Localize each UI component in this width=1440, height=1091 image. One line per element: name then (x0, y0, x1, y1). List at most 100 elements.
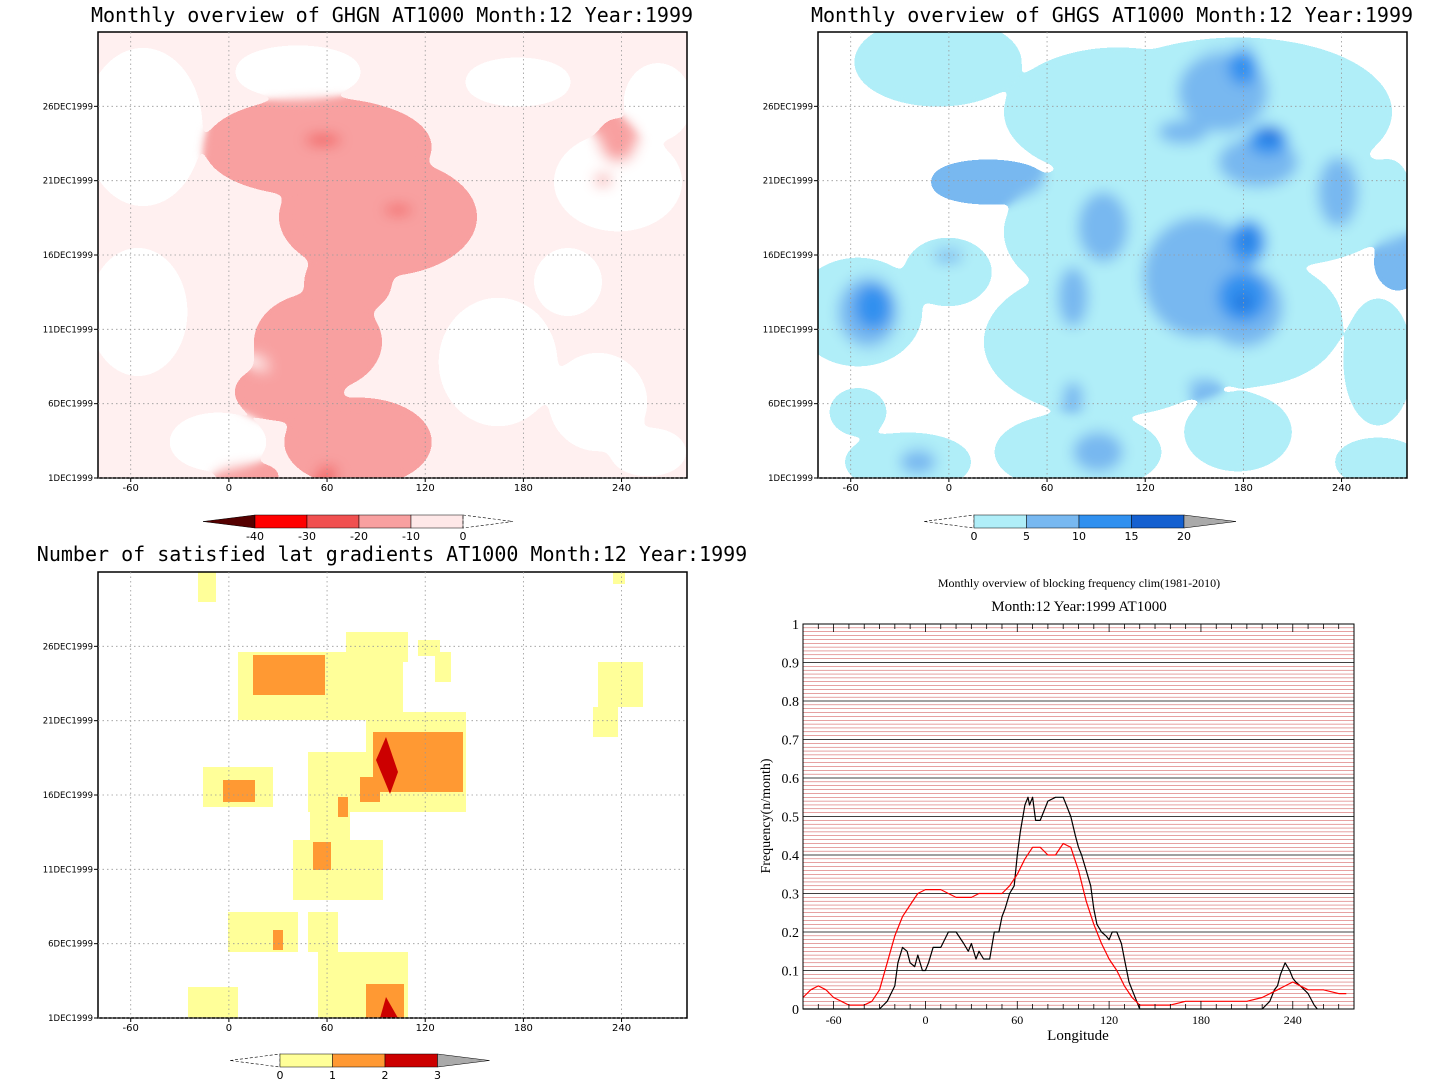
colorbar-label: 5 (1023, 530, 1030, 543)
y-tick-label: 26DEC1999 (43, 102, 93, 112)
colorbar-label: -30 (298, 530, 316, 543)
x-tick-label: 0 (226, 483, 232, 494)
y-tick-label: 1DEC1999 (768, 474, 813, 484)
colorbar-label: 0 (277, 1069, 284, 1082)
colorbar-swatch (254, 514, 308, 529)
x-tick-label: 60 (1011, 1013, 1023, 1027)
colorbar-open-end (923, 514, 975, 529)
y-tick-label: 0 (792, 1003, 799, 1018)
y-tick-label: 0.2 (782, 926, 800, 941)
y-tick-label: 0.9 (782, 657, 800, 672)
latgrad-colorbar: 0 1 2 3 (229, 1053, 490, 1082)
colorbar-swatch (1078, 514, 1132, 529)
x-tick-label: 180 (1192, 1013, 1210, 1027)
ghgs-contours (818, 32, 1407, 478)
colorbar-swatch (202, 514, 256, 529)
latgrad-title: Number of satisfied lat gradients AT1000… (37, 542, 747, 566)
y-tick-label: 6DEC1999 (48, 400, 93, 410)
y-tick-label: 0.1 (782, 965, 800, 980)
colorbar-swatch (332, 1053, 386, 1068)
y-tick-label: 16DEC1999 (43, 251, 93, 261)
y-tick-label: 21DEC1999 (763, 177, 813, 187)
y-tick-label: 26DEC1999 (763, 102, 813, 112)
y-tick-label: 16DEC1999 (43, 791, 93, 801)
x-tick-label: 0 (226, 1023, 232, 1034)
x-tick-label: 60 (1041, 483, 1054, 494)
y-tick-label: 11DEC1999 (763, 325, 813, 335)
latgrad-panel: Number of satisfied lat gradients AT1000… (37, 542, 747, 1082)
colorbar-swatch (384, 1053, 438, 1068)
ghgs-grid (818, 32, 1407, 479)
x-tick-label: 240 (1332, 483, 1351, 494)
colorbar-label: 10 (1072, 530, 1086, 543)
colorbar-swatch (437, 1053, 490, 1068)
y-tick-label: 0.6 (782, 772, 800, 787)
colorbar-swatch (279, 1053, 333, 1068)
ghgn-ticks: -60 0 60 120 180 240 1DEC1999 6DEC1999 11DEC1999… (43, 102, 631, 494)
y-tick-label: 26DEC1999 (43, 642, 93, 652)
y-tick-label: 21DEC1999 (43, 717, 93, 727)
ghgn-title: Monthly overview of GHGN AT1000 Month:12… (91, 3, 693, 27)
colorbar-label: -40 (246, 530, 264, 543)
x-tick-label: 60 (321, 483, 334, 494)
colorbar-swatch (306, 514, 360, 529)
colorbar-label: 15 (1125, 530, 1139, 543)
ghgs-title: Monthly overview of GHGS AT1000 Month:12… (811, 3, 1413, 27)
y-tick-label: 0.3 (782, 888, 800, 903)
ghgs-colorbar: 0 5 10 15 20 (923, 514, 1237, 543)
x-tick-label: 120 (1136, 483, 1155, 494)
blocking-xlabel: Longitude (1047, 1028, 1109, 1044)
y-tick-label: 0.8 (782, 695, 800, 710)
x-tick-label: 240 (1284, 1013, 1302, 1027)
ghgn-panel: Monthly overview of GHGN AT1000 Month:12… (43, 3, 693, 543)
y-tick-label: 0.5 (782, 811, 800, 826)
colorbar-label: 20 (1177, 530, 1191, 543)
latgrad-ticks: -60 0 60 120 180 240 1DEC1999 6DEC1999 11DEC1999… (43, 642, 631, 1034)
x-tick-label: -60 (826, 1013, 842, 1027)
x-tick-label: 240 (612, 1023, 631, 1034)
y-tick-label: 16DEC1999 (763, 251, 813, 261)
ghgn-colorbar: -40 -30 -20 -10 0 (202, 514, 514, 543)
y-tick-label: 0.4 (782, 849, 800, 864)
colorbar-swatch (410, 514, 464, 529)
x-tick-label: -60 (843, 483, 859, 494)
y-tick-label: 1DEC1999 (48, 474, 93, 484)
ghgs-ticks: -60 0 60 120 180 240 1DEC1999 6DEC1999 11DEC1999… (763, 102, 1351, 494)
x-tick-label: 120 (416, 483, 435, 494)
colorbar-label: 2 (382, 1069, 389, 1082)
x-tick-label: 0 (946, 483, 952, 494)
colorbar-label: -10 (402, 530, 420, 543)
latgrad-contours (188, 572, 643, 1018)
colorbar-label: 0 (460, 530, 467, 543)
colorbar-swatch (973, 514, 1027, 529)
ghgs-panel: Monthly overview of GHGS AT1000 Month:12… (763, 3, 1413, 543)
x-tick-label: -60 (123, 483, 139, 494)
colorbar-label: 1 (329, 1069, 336, 1082)
y-tick-label: 6DEC1999 (768, 400, 813, 410)
x-tick-label: 60 (321, 1023, 334, 1034)
colorbar-swatch (1026, 514, 1080, 529)
y-tick-label: 1 (792, 618, 799, 633)
x-tick-label: 240 (612, 483, 631, 494)
x-tick-label: -60 (123, 1023, 139, 1034)
ghgn-plot-area (98, 32, 687, 478)
x-tick-label: 180 (514, 483, 533, 494)
colorbar-label: -20 (350, 530, 368, 543)
colorbar-label: 0 (971, 530, 978, 543)
x-tick-label: 0 (922, 1013, 928, 1027)
blocking-title: Monthly overview of blocking frequency c… (938, 576, 1220, 590)
colorbar-label: 3 (434, 1069, 441, 1082)
blocking-subtitle: Month:12 Year:1999 AT1000 (991, 599, 1166, 615)
series-line-red (802, 842, 1347, 1006)
ghgs-plot-area (818, 32, 1407, 478)
colorbar-swatch (1131, 514, 1185, 529)
blocking-ticks: 0 0.1 0.2 0.3 0.4 0.5 0.6 0.7 0.8 0.9 1 -60 0 60 120 18… (782, 618, 1355, 1027)
x-tick-label: 180 (1234, 483, 1253, 494)
colorbar-open-end (462, 514, 514, 529)
colorbar-swatch (1183, 514, 1237, 529)
x-tick-label: 120 (416, 1023, 435, 1034)
y-tick-label: 21DEC1999 (43, 177, 93, 187)
ghgn-grid (98, 32, 687, 479)
latgrad-grid (98, 572, 687, 1019)
